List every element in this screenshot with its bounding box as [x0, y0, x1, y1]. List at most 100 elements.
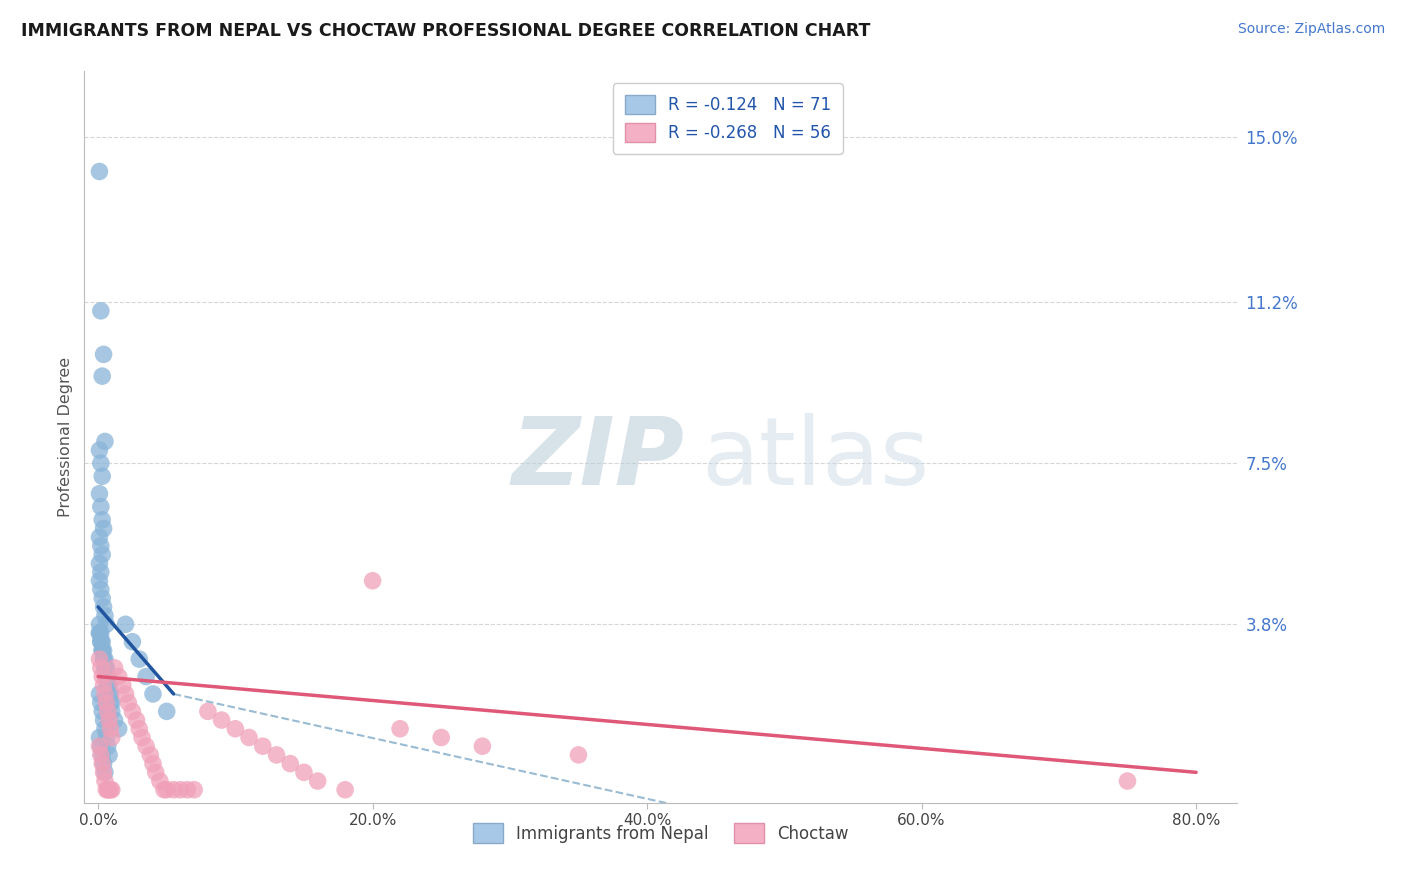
Point: [97, 782, 120, 797]
Point: [96, 669, 118, 683]
Point: [333, 782, 356, 797]
Text: Source: ZipAtlas.com: Source: ZipAtlas.com: [1237, 22, 1385, 37]
Point: [101, 782, 124, 797]
Point: [89, 486, 111, 500]
Point: [96, 617, 118, 632]
Point: [90, 739, 112, 754]
Point: [89, 731, 111, 745]
Point: [101, 705, 124, 719]
Point: [93, 643, 115, 657]
Point: [176, 782, 198, 797]
Point: [90, 582, 112, 597]
Point: [93, 756, 115, 771]
Point: [94, 774, 117, 789]
Point: [94, 608, 117, 623]
Point: [93, 652, 115, 666]
Point: [94, 765, 117, 780]
Point: [93, 521, 115, 535]
Point: [121, 705, 143, 719]
Point: [224, 722, 246, 736]
Point: [93, 347, 115, 361]
Point: [90, 747, 112, 762]
Point: [128, 722, 150, 736]
Point: [100, 696, 122, 710]
Point: [91, 634, 114, 648]
Text: ZIP: ZIP: [510, 413, 683, 505]
Point: [98, 782, 121, 797]
Point: [252, 739, 274, 754]
Point: [91, 705, 114, 719]
Point: [430, 731, 453, 745]
Point: [90, 626, 112, 640]
Point: [90, 661, 112, 675]
Point: [471, 739, 494, 754]
Point: [93, 713, 115, 727]
Point: [91, 548, 114, 562]
Point: [389, 722, 412, 736]
Point: [91, 643, 114, 657]
Point: [97, 739, 120, 754]
Point: [1116, 774, 1139, 789]
Point: [567, 747, 589, 762]
Point: [128, 652, 150, 666]
Point: [100, 687, 122, 701]
Point: [93, 678, 115, 692]
Point: [169, 782, 191, 797]
Point: [131, 731, 153, 745]
Point: [292, 765, 315, 780]
Point: [114, 617, 136, 632]
Point: [145, 765, 167, 780]
Point: [94, 687, 117, 701]
Point: [96, 782, 118, 797]
Point: [121, 634, 143, 648]
Point: [90, 303, 112, 318]
Point: [89, 687, 111, 701]
Point: [96, 731, 118, 745]
Point: [114, 687, 136, 701]
Point: [278, 756, 301, 771]
Point: [142, 687, 165, 701]
Point: [89, 739, 111, 754]
Point: [103, 661, 125, 675]
Text: atlas: atlas: [702, 413, 929, 505]
Point: [238, 731, 260, 745]
Legend: Immigrants from Nepal, Choctaw: Immigrants from Nepal, Choctaw: [467, 817, 855, 849]
Point: [94, 652, 117, 666]
Point: [117, 696, 139, 710]
Point: [153, 782, 176, 797]
Point: [94, 661, 117, 675]
Point: [89, 443, 111, 458]
Point: [162, 782, 184, 797]
Point: [90, 539, 112, 553]
Point: [111, 678, 134, 692]
Point: [90, 500, 112, 514]
Point: [93, 765, 115, 780]
Point: [89, 574, 111, 588]
Point: [98, 713, 121, 727]
Point: [90, 634, 112, 648]
Point: [91, 756, 114, 771]
Point: [94, 722, 117, 736]
Point: [91, 591, 114, 606]
Point: [91, 513, 114, 527]
Point: [94, 434, 117, 449]
Point: [93, 599, 115, 614]
Point: [135, 739, 157, 754]
Point: [156, 705, 179, 719]
Point: [90, 456, 112, 470]
Point: [97, 705, 120, 719]
Point: [156, 782, 179, 797]
Point: [139, 747, 162, 762]
Point: [91, 669, 114, 683]
Point: [90, 634, 112, 648]
Point: [96, 696, 118, 710]
Point: [361, 574, 384, 588]
Point: [97, 678, 120, 692]
Point: [107, 722, 129, 736]
Point: [135, 669, 157, 683]
Point: [89, 617, 111, 632]
Point: [89, 652, 111, 666]
Point: [89, 626, 111, 640]
Point: [266, 747, 288, 762]
Point: [107, 669, 129, 683]
